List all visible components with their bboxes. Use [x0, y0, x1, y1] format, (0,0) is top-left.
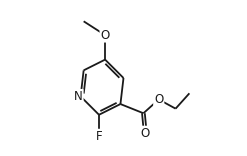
Text: F: F: [96, 130, 102, 143]
Text: O: O: [140, 127, 150, 140]
Text: O: O: [154, 93, 163, 106]
Text: N: N: [74, 90, 83, 103]
Text: O: O: [101, 29, 110, 42]
